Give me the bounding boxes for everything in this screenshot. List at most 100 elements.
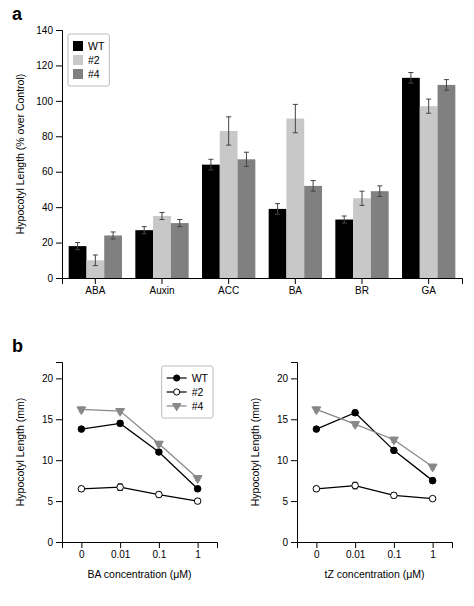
- error-bar: [156, 450, 161, 455]
- x-tick-mark: [316, 542, 317, 548]
- panel: 020406080100120140ABAAuxinACCBABRGAHypoc…: [14, 25, 463, 296]
- y-tick: 0: [47, 273, 62, 284]
- y-axis-title: Hypocotyl Length (% over Control): [14, 74, 26, 235]
- x-axis-line: [63, 543, 218, 549]
- y-tick-mark: [56, 542, 62, 543]
- x-tick-label: ACC: [218, 285, 239, 296]
- y-tick: 20: [42, 237, 62, 248]
- line-series: [312, 407, 437, 472]
- legend-symbol: [174, 389, 180, 395]
- error-bar: [311, 181, 316, 192]
- marker: [352, 482, 359, 489]
- marker: [312, 407, 321, 415]
- error-bar: [156, 492, 161, 497]
- y-tick-label: 40: [42, 202, 54, 213]
- error-bar: [244, 152, 249, 166]
- legend-swatch: [73, 69, 83, 79]
- x-tick-mark: [355, 542, 356, 548]
- marker: [194, 486, 201, 493]
- plot-area: [312, 407, 437, 502]
- x-tick-mark: [198, 542, 199, 548]
- error-bar: [391, 493, 396, 498]
- y-tick: 40: [42, 202, 62, 213]
- y-tick-mark: [56, 278, 62, 279]
- legend-entry: #4: [167, 400, 204, 412]
- x-tick-label: GA: [421, 285, 436, 296]
- legend-label: #2: [192, 386, 204, 398]
- error-bar: [195, 499, 200, 504]
- marker: [352, 409, 359, 416]
- marker: [117, 484, 124, 491]
- x-tick-mark: [159, 542, 160, 548]
- error-bar: [75, 243, 80, 250]
- y-tick-label: 10: [42, 455, 54, 466]
- x-tick-label: 0.1: [152, 549, 166, 560]
- x-tick: GA: [421, 278, 436, 296]
- bar: [286, 119, 304, 278]
- x-tick: 0.1: [387, 542, 401, 560]
- x-tick-mark: [362, 278, 363, 284]
- legend-box: [162, 366, 213, 418]
- x-tick-label: 0.01: [346, 549, 366, 560]
- y-axis-line: [291, 363, 298, 543]
- line: [316, 409, 432, 466]
- legend-swatch: [73, 41, 83, 51]
- error-bar: [118, 484, 123, 491]
- y-tick: 15: [277, 414, 297, 425]
- x-axis: ABAAuxinACCBABRGA: [63, 278, 463, 296]
- x-tick-label: 0: [79, 549, 85, 560]
- x-tick-mark: [394, 542, 395, 548]
- legend-entry: WT: [167, 372, 209, 384]
- x-tick: 0: [314, 542, 320, 560]
- legend-entry: #2: [73, 54, 100, 66]
- plot-area: [69, 73, 456, 278]
- x-axis: 00.010.11: [298, 542, 453, 560]
- x-tick-label: 1: [195, 549, 201, 560]
- bar-series: [104, 85, 455, 278]
- line-series: [313, 409, 436, 483]
- y-tick-label: 60: [42, 166, 54, 177]
- bar-series: [86, 106, 437, 278]
- y-tick: 5: [282, 496, 297, 507]
- y-axis: 020406080100120140: [36, 25, 62, 284]
- marker: [313, 426, 320, 433]
- marker: [194, 498, 201, 505]
- error-bar: [353, 410, 358, 415]
- y-tick: 10: [277, 455, 297, 466]
- error-bar: [391, 448, 396, 453]
- y-tick: 60: [42, 166, 62, 177]
- plot-area: [77, 407, 202, 504]
- x-tick: BA: [289, 278, 303, 296]
- legend-swatch: [73, 55, 83, 65]
- error-bar: [93, 255, 98, 266]
- y-tick-mark: [56, 136, 62, 137]
- y-tick: 5: [47, 496, 62, 507]
- y-tick-label: 140: [36, 25, 53, 36]
- marker: [391, 492, 398, 499]
- x-tick: 0.1: [152, 542, 166, 560]
- figure: 020406080100120140ABAAuxinACCBABRGAHypoc…: [0, 0, 474, 606]
- y-tick-mark: [56, 460, 62, 461]
- error-bar: [118, 421, 123, 426]
- error-bar: [177, 220, 182, 227]
- x-tick-mark: [433, 542, 434, 548]
- legend-label: #2: [88, 54, 100, 66]
- y-tick-mark: [291, 378, 297, 379]
- line: [316, 486, 432, 499]
- error-bars: [111, 80, 449, 239]
- marker: [78, 486, 85, 493]
- y-tick-label: 0: [47, 537, 53, 548]
- marker: [391, 447, 398, 454]
- legend-entry: WT: [73, 40, 105, 52]
- y-tick-mark: [56, 101, 62, 102]
- error-bar: [79, 427, 84, 432]
- y-tick-mark: [291, 542, 297, 543]
- y-tick-label: 20: [42, 237, 54, 248]
- line-series: [78, 420, 201, 492]
- legend-label: WT: [88, 40, 105, 52]
- x-tick-label: BR: [355, 285, 369, 296]
- bar: [171, 223, 189, 278]
- error-bar: [314, 427, 319, 432]
- x-axis-title: tZ concentration (μM): [325, 568, 425, 580]
- error-bar: [79, 486, 84, 491]
